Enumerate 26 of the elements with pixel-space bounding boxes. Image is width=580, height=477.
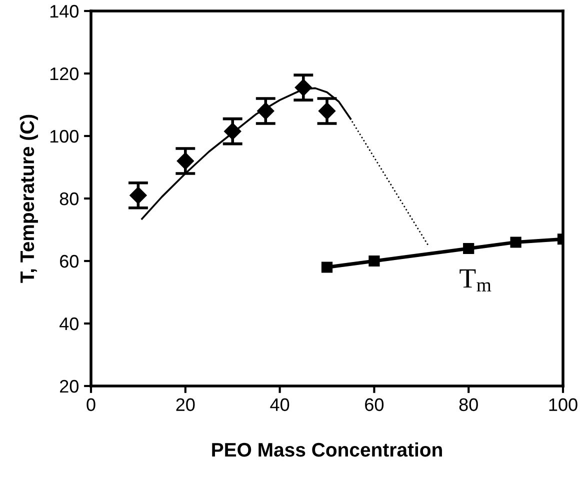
x-tick-label: 0 <box>86 398 96 412</box>
point <box>368 255 380 267</box>
y-tick-label: 80 <box>60 192 78 206</box>
point <box>224 122 242 140</box>
x-axis-title: PEO Mass Concentration <box>212 442 442 457</box>
x-tick-label: 20 <box>176 398 195 412</box>
y-tick-label: 60 <box>60 254 78 268</box>
x-tick-label: 80 <box>459 398 478 412</box>
point <box>130 186 147 204</box>
y-tick-label: 40 <box>60 317 78 330</box>
y-axis-title: T, Temperature (C) <box>20 114 38 283</box>
point <box>176 152 194 170</box>
x-tick-label: 60 <box>365 398 384 412</box>
point <box>257 102 274 120</box>
x-tick-label: 100 <box>549 398 578 412</box>
y-tick-label: 100 <box>50 130 78 143</box>
point <box>318 102 336 120</box>
annotation: T$_{m}$ <box>460 269 492 292</box>
point <box>510 236 522 248</box>
x-tick-label: 40 <box>270 398 290 412</box>
y-tick-label: 20 <box>60 380 78 393</box>
y-tick-label: 140 <box>50 4 78 18</box>
point <box>463 242 474 254</box>
point <box>321 262 333 273</box>
y-tick-label: 120 <box>50 67 78 80</box>
point <box>294 79 312 96</box>
